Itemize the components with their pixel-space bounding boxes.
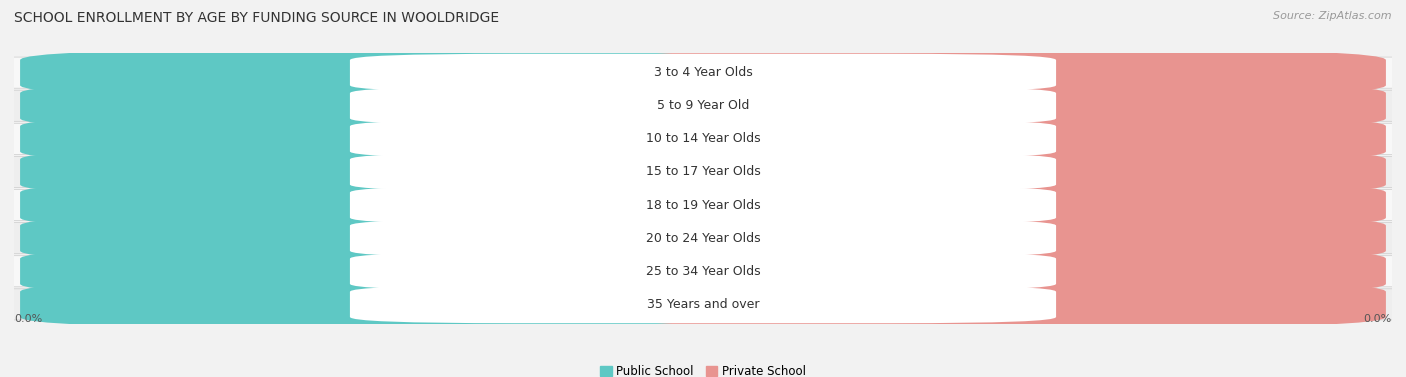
Text: 0.0%: 0.0% bbox=[988, 266, 1019, 276]
FancyBboxPatch shape bbox=[20, 215, 783, 261]
FancyBboxPatch shape bbox=[350, 285, 1056, 323]
FancyBboxPatch shape bbox=[350, 54, 1056, 92]
Legend: Public School, Private School: Public School, Private School bbox=[600, 365, 806, 377]
FancyBboxPatch shape bbox=[350, 252, 1056, 290]
FancyBboxPatch shape bbox=[20, 149, 783, 195]
FancyBboxPatch shape bbox=[20, 182, 783, 228]
FancyBboxPatch shape bbox=[20, 116, 783, 162]
Text: 3 to 4 Year Olds: 3 to 4 Year Olds bbox=[654, 66, 752, 79]
Text: 0.0%: 0.0% bbox=[988, 67, 1019, 78]
Text: 0.0%: 0.0% bbox=[387, 134, 418, 144]
FancyBboxPatch shape bbox=[623, 83, 1386, 129]
FancyBboxPatch shape bbox=[623, 248, 1386, 294]
FancyBboxPatch shape bbox=[623, 116, 1386, 162]
Text: 0.0%: 0.0% bbox=[387, 167, 418, 177]
Text: 0.0%: 0.0% bbox=[387, 101, 418, 111]
Text: 0.0%: 0.0% bbox=[387, 299, 418, 310]
FancyBboxPatch shape bbox=[623, 215, 1386, 261]
FancyBboxPatch shape bbox=[0, 222, 1406, 254]
FancyBboxPatch shape bbox=[20, 248, 783, 294]
FancyBboxPatch shape bbox=[0, 57, 1406, 88]
Text: 35 Years and over: 35 Years and over bbox=[647, 298, 759, 311]
FancyBboxPatch shape bbox=[0, 190, 1406, 221]
FancyBboxPatch shape bbox=[0, 256, 1406, 287]
FancyBboxPatch shape bbox=[0, 156, 1406, 187]
Text: 0.0%: 0.0% bbox=[988, 101, 1019, 111]
FancyBboxPatch shape bbox=[350, 120, 1056, 158]
FancyBboxPatch shape bbox=[20, 83, 783, 129]
Text: 0.0%: 0.0% bbox=[1364, 314, 1392, 323]
Text: 0.0%: 0.0% bbox=[14, 314, 42, 323]
FancyBboxPatch shape bbox=[623, 281, 1386, 328]
Text: SCHOOL ENROLLMENT BY AGE BY FUNDING SOURCE IN WOOLDRIDGE: SCHOOL ENROLLMENT BY AGE BY FUNDING SOUR… bbox=[14, 11, 499, 25]
Text: 0.0%: 0.0% bbox=[387, 200, 418, 210]
Text: 0.0%: 0.0% bbox=[387, 233, 418, 243]
FancyBboxPatch shape bbox=[623, 149, 1386, 195]
FancyBboxPatch shape bbox=[0, 90, 1406, 121]
Text: 15 to 17 Year Olds: 15 to 17 Year Olds bbox=[645, 166, 761, 178]
Text: 0.0%: 0.0% bbox=[387, 266, 418, 276]
Text: 0.0%: 0.0% bbox=[988, 134, 1019, 144]
Text: 18 to 19 Year Olds: 18 to 19 Year Olds bbox=[645, 199, 761, 211]
FancyBboxPatch shape bbox=[623, 182, 1386, 228]
Text: 0.0%: 0.0% bbox=[988, 200, 1019, 210]
FancyBboxPatch shape bbox=[350, 153, 1056, 191]
Text: 25 to 34 Year Olds: 25 to 34 Year Olds bbox=[645, 265, 761, 278]
Text: 5 to 9 Year Old: 5 to 9 Year Old bbox=[657, 99, 749, 112]
Text: 0.0%: 0.0% bbox=[988, 167, 1019, 177]
Text: 0.0%: 0.0% bbox=[387, 67, 418, 78]
FancyBboxPatch shape bbox=[20, 281, 783, 328]
FancyBboxPatch shape bbox=[350, 87, 1056, 125]
Text: 20 to 24 Year Olds: 20 to 24 Year Olds bbox=[645, 231, 761, 245]
FancyBboxPatch shape bbox=[623, 49, 1386, 96]
FancyBboxPatch shape bbox=[350, 186, 1056, 224]
Text: 0.0%: 0.0% bbox=[988, 299, 1019, 310]
Text: 10 to 14 Year Olds: 10 to 14 Year Olds bbox=[645, 132, 761, 146]
FancyBboxPatch shape bbox=[20, 49, 783, 96]
Text: 0.0%: 0.0% bbox=[988, 233, 1019, 243]
Text: Source: ZipAtlas.com: Source: ZipAtlas.com bbox=[1274, 11, 1392, 21]
FancyBboxPatch shape bbox=[0, 289, 1406, 320]
FancyBboxPatch shape bbox=[0, 123, 1406, 155]
FancyBboxPatch shape bbox=[350, 219, 1056, 257]
